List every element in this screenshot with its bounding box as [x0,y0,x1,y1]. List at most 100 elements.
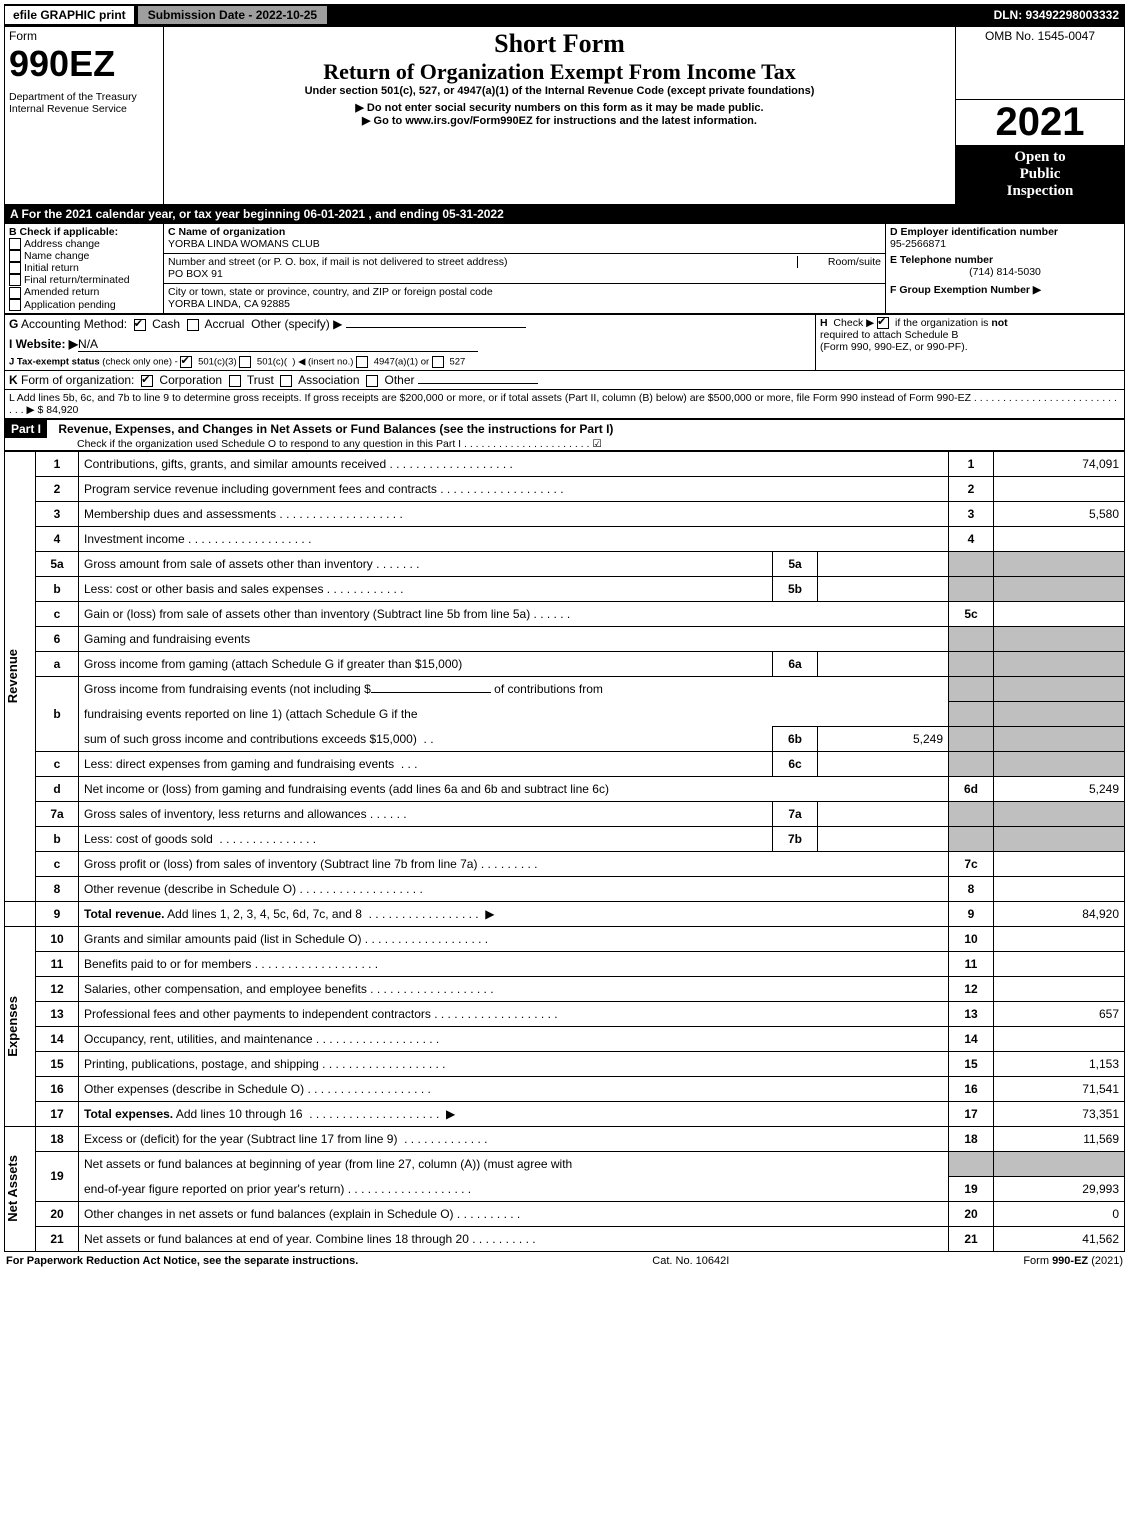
line6b-desc1: Gross income from fundraising events (no… [84,682,371,696]
line20-amt: 0 [994,1201,1125,1226]
line6-desc: Gaming and fundraising events [79,626,949,651]
telephone: (714) 814-5030 [890,266,1120,278]
line6b-box: 6b [773,726,818,751]
title-short-form: Short Form [168,29,951,59]
line5b-sub [818,576,949,601]
h-text3: (Form 990, 990-EZ, or 990-PF). [820,341,1120,353]
chk-corporation[interactable] [141,375,153,387]
line10-amt [994,926,1125,951]
chk-h-not-required[interactable] [877,317,889,329]
chk-trust[interactable] [229,375,241,387]
chk-501c[interactable] [239,356,251,368]
form-word: Form [9,29,159,43]
c-label: C Name of organization [168,226,285,238]
chk-527[interactable] [432,356,444,368]
chk-amended-return[interactable]: Amended return [9,286,159,298]
footer-left: For Paperwork Reduction Act Notice, see … [6,1255,358,1267]
line14-amt [994,1026,1125,1051]
line19-desc2: end-of-year figure reported on prior yea… [84,1182,344,1196]
line6d-amt: 5,249 [994,776,1125,801]
line17-desc: Total expenses. [84,1107,173,1121]
h-check: H Check ▶ if the organization is not [820,317,1120,329]
line7a-desc: Gross sales of inventory, less returns a… [84,807,367,821]
room-suite-label: Room/suite [797,256,881,268]
line5a-box: 5a [773,551,818,576]
line18-amt: 11,569 [994,1126,1125,1151]
line7b-sub [818,826,949,851]
line7a-box: 7a [773,801,818,826]
form-number: 990EZ [9,43,159,85]
page-footer: For Paperwork Reduction Act Notice, see … [4,1252,1125,1270]
line13-amt: 657 [994,1001,1125,1026]
chk-application-pending[interactable]: Application pending [9,299,159,311]
line10-desc: Grants and similar amounts paid (list in… [84,932,361,946]
chk-other[interactable] [366,375,378,387]
omb-number: OMB No. 1545-0047 [956,27,1125,100]
line6c-sub [818,751,949,776]
tax-year: 2021 [956,100,1124,145]
goto-link[interactable]: ▶ Go to www.irs.gov/Form990EZ for instru… [168,114,951,127]
line5b-desc: Less: cost or other basis and sales expe… [84,582,323,596]
h-text2: required to attach Schedule B [820,329,1120,341]
org-name: YORBA LINDA WOMANS CLUB [168,238,320,250]
part1-subtitle: Check if the organization used Schedule … [5,438,1124,450]
city-state-zip: YORBA LINDA, CA 92885 [168,298,290,310]
chk-address-change[interactable]: Address change [9,238,159,250]
line16-desc: Other expenses (describe in Schedule O) [84,1082,304,1096]
city-label: City or town, state or province, country… [168,286,493,298]
entity-info-block: B Check if applicable: Address change Na… [4,223,1125,314]
topbar: efile GRAPHIC print Submission Date - 20… [4,4,1125,26]
efile-print-button[interactable]: efile GRAPHIC print [4,5,135,25]
line6a-box: 6a [773,651,818,676]
l-gross-receipts: L Add lines 5b, 6c, and 7b to line 9 to … [5,389,1125,418]
line13-desc: Professional fees and other payments to … [84,1007,431,1021]
line6b-desc3: fundraising events reported on line 1) (… [79,701,949,726]
chk-501c3[interactable] [180,356,192,368]
chk-final-return[interactable]: Final return/terminated [9,274,159,286]
line5b-box: 5b [773,576,818,601]
k-form-org: K Form of organization: Corporation Trus… [5,370,1125,389]
dept-treasury: Department of the Treasury [9,91,159,103]
chk-4947[interactable] [356,356,368,368]
line7c-desc: Gross profit or (loss) from sales of inv… [84,857,477,871]
line6d-desc: Net income or (loss) from gaming and fun… [79,776,949,801]
chk-name-change[interactable]: Name change [9,250,159,262]
line16-amt: 71,541 [994,1076,1125,1101]
line3-amt: 5,580 [994,501,1125,526]
line6a-desc: Gross income from gaming (attach Schedul… [84,657,462,671]
line3-desc: Membership dues and assessments [84,507,276,521]
line9-desc: Total revenue. [84,907,164,921]
submission-date: Submission Date - 2022-10-25 [137,5,328,25]
line4-amt [994,526,1125,551]
line11-desc: Benefits paid to or for members [84,957,251,971]
line12-amt [994,976,1125,1001]
line6c-box: 6c [773,751,818,776]
line15-desc: Printing, publications, postage, and shi… [84,1057,319,1071]
line21-desc: Net assets or fund balances at end of ye… [84,1232,469,1246]
chk-association[interactable] [280,375,292,387]
dln: DLN: 93492298003332 [994,8,1125,22]
ghijkl-block: G Accounting Method: Cash Accrual Other … [4,314,1125,419]
line21-amt: 41,562 [994,1226,1125,1251]
title-main: Return of Organization Exempt From Incom… [168,59,951,85]
line14-desc: Occupancy, rent, utilities, and maintena… [84,1032,313,1046]
line8-desc: Other revenue (describe in Schedule O) [84,882,296,896]
chk-initial-return[interactable]: Initial return [9,262,159,274]
line2-desc: Program service revenue including govern… [84,482,437,496]
chk-cash[interactable] [134,319,146,331]
line19-desc1: Net assets or fund balances at beginning… [79,1151,949,1176]
line9-amt: 84,920 [994,901,1125,926]
chk-accrual[interactable] [187,319,199,331]
street-label: Number and street (or P. O. box, if mail… [168,256,507,268]
line7c-amt [994,851,1125,876]
line7b-desc: Less: cost of goods sold [84,832,213,846]
line17-amt: 73,351 [994,1101,1125,1126]
line6b-sub: 5,249 [818,726,949,751]
line5c-amt [994,601,1125,626]
ssn-warning: ▶ Do not enter social security numbers o… [168,101,951,114]
line-a-tax-year: A For the 2021 calendar year, or tax yea… [4,205,1125,223]
g-accounting-method: G Accounting Method: Cash Accrual Other … [9,317,811,331]
line11-amt [994,951,1125,976]
line1-amt: 74,091 [994,451,1125,476]
part1-lines: Revenue 1Contributions, gifts, grants, a… [4,451,1125,1252]
